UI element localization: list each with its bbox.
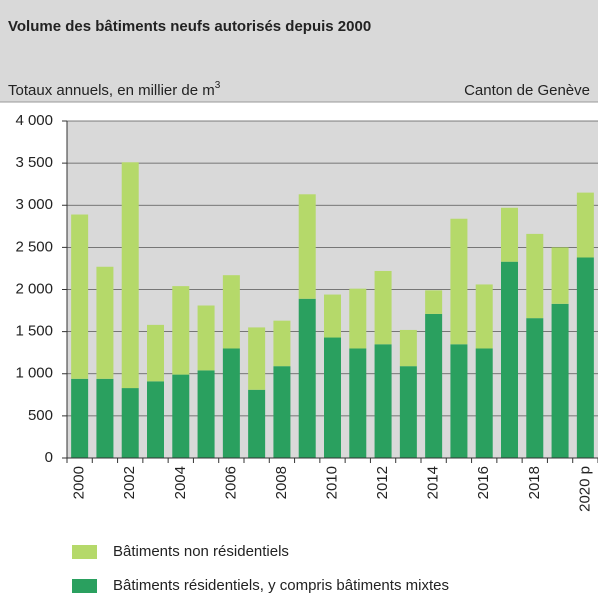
bar-segment — [248, 327, 266, 390]
bar-segment — [248, 389, 266, 458]
subtitle-superscript: 3 — [215, 80, 221, 91]
bar-segment — [172, 286, 190, 375]
bar-segment — [399, 366, 417, 458]
bar-segment — [526, 318, 544, 458]
bar-segment — [71, 214, 89, 379]
y-tick-label: 500 — [28, 407, 53, 424]
bar-segment — [501, 207, 518, 262]
bar-segment — [96, 266, 114, 379]
bar-segment — [222, 275, 240, 349]
bar-segment — [576, 257, 594, 458]
bar-segment — [425, 313, 443, 458]
bar-segment — [147, 381, 164, 458]
chart-source: Canton de Genève — [464, 82, 590, 99]
chart-title: Volume des bâtiments neufs autorisés dep… — [8, 18, 371, 35]
y-tick-label: 2 000 — [15, 280, 53, 297]
x-tick-label: 2002 — [121, 466, 138, 499]
header-background — [0, 0, 598, 102]
x-tick-label: 2014 — [425, 466, 442, 499]
bar-segment — [576, 192, 594, 258]
y-tick-label: 1 500 — [15, 323, 53, 340]
bar-segment — [121, 388, 139, 458]
bar-segment — [475, 284, 493, 349]
legend-swatch — [72, 579, 97, 593]
bar-segment — [450, 344, 468, 458]
legend-label: Bâtiments résidentiels, y compris bâtime… — [113, 577, 449, 594]
bar-segment — [96, 378, 114, 458]
bar-segment — [399, 329, 417, 367]
y-tick-label: 3 500 — [15, 154, 53, 171]
x-tick-label: 2020 p — [576, 466, 593, 512]
y-tick-label: 3 000 — [15, 196, 53, 213]
legend-swatch — [72, 545, 97, 559]
chart-subtitle: Totaux annuels, en millier de m3 — [8, 80, 221, 99]
x-tick-label: 2010 — [323, 466, 340, 499]
bar-segment — [374, 344, 392, 458]
bar-segment — [172, 374, 190, 458]
bar-segment — [197, 370, 215, 458]
x-tick-label: 2004 — [172, 466, 189, 499]
x-tick-label: 2016 — [475, 466, 492, 499]
x-tick-label: 2008 — [273, 466, 290, 499]
bar-segment — [121, 162, 139, 389]
bar-segment — [526, 233, 544, 319]
subtitle-text: Totaux annuels, en millier de m — [8, 82, 215, 99]
bar-segment — [349, 288, 367, 349]
x-tick-label: 2018 — [526, 466, 543, 499]
y-tick-label: 0 — [45, 449, 53, 466]
bar-segment — [450, 218, 468, 345]
bar-segment — [298, 194, 316, 299]
x-tick-label: 2006 — [222, 466, 239, 499]
legend-label: Bâtiments non résidentiels — [113, 543, 289, 560]
bar-segment — [551, 303, 569, 458]
bar-segment — [501, 261, 518, 458]
bar-segment — [324, 294, 341, 338]
x-tick-label: 2000 — [71, 466, 88, 499]
bar-segment — [298, 298, 316, 458]
bar-segment — [349, 348, 367, 458]
bar-segment — [475, 348, 493, 458]
bar-segment — [222, 348, 240, 458]
y-tick-label: 2 500 — [15, 238, 53, 255]
bar-segment — [273, 366, 291, 458]
bar-segment — [197, 305, 215, 371]
bar-segment — [374, 270, 392, 345]
y-tick-label: 1 000 — [15, 365, 53, 382]
bar-segment — [324, 337, 341, 458]
bar-segment — [551, 247, 569, 304]
bar-segment — [425, 290, 443, 314]
bar-segment — [273, 320, 291, 367]
bar-segment — [147, 324, 164, 382]
x-tick-label: 2012 — [374, 466, 391, 499]
bar-segment — [71, 378, 89, 458]
y-tick-label: 4 000 — [15, 112, 53, 129]
